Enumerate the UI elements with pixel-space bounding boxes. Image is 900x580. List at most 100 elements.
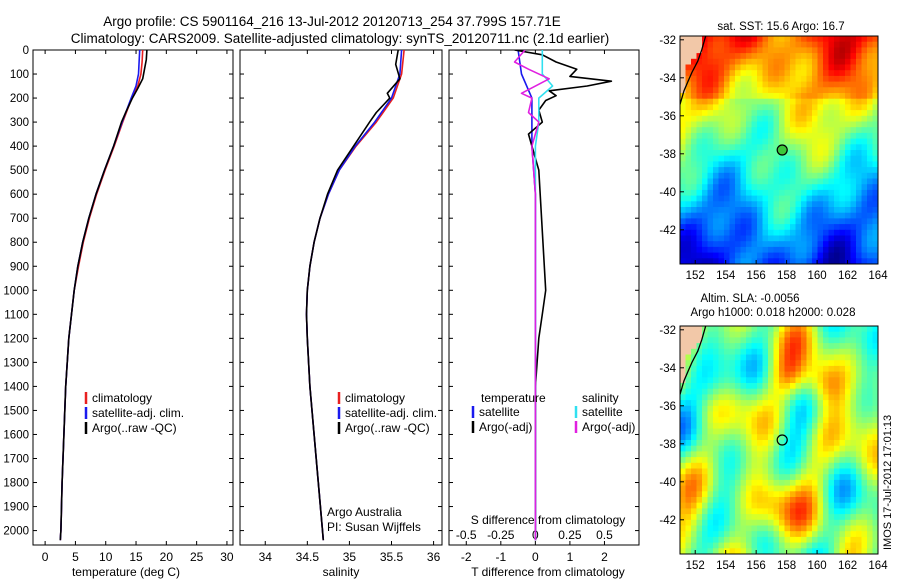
map-cell — [801, 354, 808, 361]
map-cell — [823, 98, 830, 105]
map-cell — [839, 388, 846, 395]
map-cell — [724, 326, 731, 333]
map-cell — [861, 144, 868, 151]
y-tick-label: 200 — [10, 93, 29, 105]
map-cell — [850, 241, 857, 248]
map-cell — [762, 422, 769, 430]
map-cell — [746, 457, 753, 464]
map-cell — [718, 502, 725, 509]
map-cell — [845, 224, 852, 231]
map-cell — [751, 246, 758, 254]
map-cell — [718, 485, 725, 492]
map-cell — [718, 440, 725, 447]
map-cell — [839, 428, 846, 435]
map-cell — [735, 47, 742, 54]
map-cell — [790, 167, 797, 174]
map-cell — [702, 93, 709, 100]
map-cell — [707, 53, 714, 60]
map-cell — [768, 343, 775, 350]
map-cell — [867, 440, 874, 447]
map-cell — [702, 519, 709, 527]
map-cell — [702, 47, 709, 54]
map-x-tick-label: 160 — [807, 560, 826, 572]
map-cell — [707, 422, 714, 430]
map-cell — [751, 371, 758, 378]
map-cell — [680, 115, 687, 123]
map-cell — [691, 172, 698, 180]
map-cell — [834, 75, 841, 83]
map-cell — [685, 457, 692, 464]
map-cell — [828, 104, 835, 111]
map-cell — [845, 41, 852, 48]
map-cell — [856, 98, 863, 105]
map-cell — [746, 36, 753, 43]
map-y-tick-label: -34 — [659, 363, 676, 375]
map-cell — [702, 87, 709, 94]
map-cell — [729, 212, 736, 219]
map-cell — [713, 70, 720, 77]
map-cell — [834, 474, 841, 481]
map-cell — [707, 440, 714, 447]
map-cell — [779, 502, 786, 509]
map-cell — [762, 491, 769, 498]
map-cell — [773, 491, 780, 498]
map-cell — [779, 229, 786, 237]
map-cell — [751, 377, 758, 384]
map-cell — [702, 451, 709, 458]
map-cell — [806, 81, 813, 88]
map-cell — [680, 434, 687, 441]
map-cell — [801, 445, 808, 452]
map-cell — [845, 531, 852, 538]
series-line-salinity-argo-adj- — [513, 50, 551, 541]
map-cell — [867, 104, 874, 111]
map-cell — [696, 508, 703, 515]
imos-timestamp: IMOS 17-Jul-2012 17:01:13 — [882, 415, 894, 550]
map-cell — [740, 343, 747, 350]
map-cell — [702, 502, 709, 509]
map-cell — [872, 331, 878, 338]
map-cell — [718, 246, 725, 254]
map-cell — [867, 172, 874, 180]
map-cell — [707, 246, 714, 254]
map-cell — [746, 445, 753, 452]
map-cell — [735, 400, 742, 407]
map-cell — [696, 246, 703, 254]
map-cell — [691, 235, 698, 242]
map-cell — [828, 184, 835, 191]
map-cell — [713, 178, 720, 185]
map-cell — [724, 383, 731, 390]
map-cell — [729, 405, 736, 413]
map-cell — [718, 150, 725, 157]
map-cell — [861, 110, 868, 117]
map-cell — [795, 536, 802, 544]
map-cell — [751, 542, 758, 549]
map-cell — [696, 440, 703, 447]
map-cell — [718, 354, 725, 361]
map-cell — [762, 172, 769, 180]
map-cell — [834, 36, 841, 43]
y-tick-label: 600 — [10, 189, 29, 201]
map-cell — [812, 121, 819, 128]
map-cell — [718, 41, 725, 48]
map-cell — [845, 337, 852, 344]
map-cell — [823, 479, 830, 487]
s-diff-tick-label: -0.5 — [456, 528, 477, 542]
map-cell — [856, 132, 863, 140]
map-cell — [845, 47, 852, 54]
map-cell — [773, 161, 780, 168]
map-cell — [680, 167, 687, 174]
map-cell — [768, 462, 775, 470]
map-cell — [817, 468, 824, 475]
map-cell — [746, 474, 753, 481]
map-cell — [850, 224, 857, 231]
map-cell — [839, 155, 846, 162]
map-cell — [696, 422, 703, 430]
map-cell — [691, 326, 698, 333]
map-cell — [680, 58, 687, 66]
map-cell — [735, 474, 742, 481]
map-cell — [845, 121, 852, 128]
map-cell — [806, 64, 813, 71]
map-cell — [691, 212, 698, 219]
map-cell — [707, 127, 714, 134]
map-cell — [685, 428, 692, 435]
